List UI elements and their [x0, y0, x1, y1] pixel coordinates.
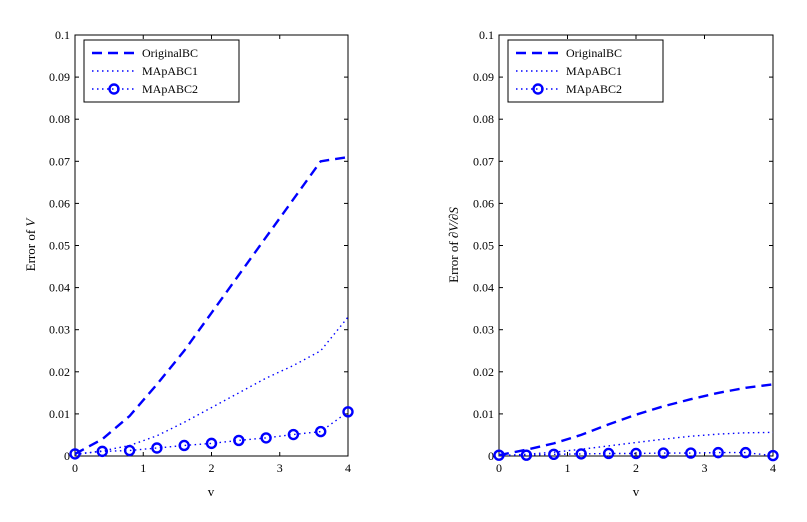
right-series-mapabc1: [498, 431, 774, 457]
left-x-ticks: 0 1 2 3 4: [72, 35, 351, 475]
right-marker-mapabc2: [548, 448, 560, 461]
left-x-tick-label: 0: [72, 461, 78, 475]
right-y-tick-label: 0.02: [473, 365, 494, 379]
right-marker-mapabc2: [602, 447, 615, 460]
right-legend-items: OriginalBC MApABC1 MApABC2: [516, 46, 622, 96]
right-plot-area: [498, 34, 774, 457]
right-y-tick-label: 0.03: [473, 323, 494, 337]
left-marker-mapabc2: [151, 442, 163, 454]
left-y-tick-label: 0.08: [49, 112, 70, 126]
right-marker-mapabc2: [767, 449, 779, 462]
left-y-tick-label: 0.01: [49, 407, 70, 421]
right-marker-mapabc2: [493, 449, 505, 461]
left-marker-mapabc2: [205, 437, 218, 450]
left-marker-mapabc2: [315, 425, 327, 438]
left-marker-mapabc2: [178, 439, 190, 452]
right-y-tick-label: 0.06: [473, 196, 494, 210]
left-y-axis-label-symbol: V: [23, 217, 38, 227]
right-legend-label-originalbc: OriginalBC: [566, 46, 622, 60]
right-x-tick-label: 3: [702, 461, 708, 475]
right-y-tick-label: 0.01: [473, 407, 494, 421]
right-marker-mapabc2: [739, 446, 752, 459]
right-x-tick-label: 2: [633, 461, 639, 475]
right-y-tick-label: 0.1: [479, 28, 494, 42]
left-marker-mapabc2: [287, 428, 300, 441]
right-legend-label-mapabc2: MApABC2: [566, 82, 622, 96]
right-y-tick-label: 0: [488, 449, 494, 463]
right-y-axis-label: Error of ∂V/∂S: [446, 207, 461, 283]
left-y-tick-label: 0.06: [49, 196, 70, 210]
left-marker-mapabc2: [233, 434, 245, 447]
right-marker-mapabc2: [712, 446, 724, 459]
right-y-tick-label: 0.09: [473, 70, 494, 84]
left-y-tick-label: 0.09: [49, 70, 70, 84]
left-legend: OriginalBC MApABC1 MApABC2: [83, 39, 240, 103]
right-marker-mapabc2: [685, 447, 697, 459]
left-x-tick-label: 2: [209, 461, 215, 475]
right-x-axis-label: v: [633, 484, 640, 499]
right-y-ticks: 0 0.01 0.02 0.03 0.04 0.05 0.06 0.07 0.08 0.09 0.1: [473, 28, 773, 463]
left-series-mapabc2: [74, 411, 349, 455]
right-y-tick-label: 0.04: [473, 281, 494, 295]
left-y-tick-label: 0.1: [55, 28, 70, 42]
left-marker-mapabc2: [342, 406, 354, 418]
left-marker-mapabc2: [69, 448, 81, 460]
left-y-tick-label: 0.04: [49, 281, 70, 295]
right-series-layer: [493, 383, 779, 462]
left-y-tick-label: 0.02: [49, 365, 70, 379]
left-y-tick-label: 0.07: [49, 154, 70, 168]
left-series-layer: [69, 155, 354, 460]
right-legend-label-mapabc1: MApABC1: [566, 64, 622, 78]
right-x-tick-label: 4: [770, 461, 776, 475]
right-y-tick-label: 0.07: [473, 154, 494, 168]
left-y-axis-label-text: Error of: [23, 227, 38, 272]
right-y-tick-label: 0.05: [473, 239, 494, 253]
left-series-originalbc: [74, 155, 349, 455]
right-marker-mapabc2: [657, 447, 670, 459]
left-y-ticks: 0 0.01 0.02 0.03 0.04 0.05 0.06 0.07 0.08 0.09 0.1: [49, 28, 348, 463]
left-legend-label-originalbc: OriginalBC: [142, 46, 198, 60]
left-plot-area: [74, 34, 349, 457]
right-y-axis-label-text: Error of: [446, 238, 461, 283]
left-x-tick-label: 4: [345, 461, 351, 475]
left-marker-mapabc2: [96, 445, 109, 458]
right-marker-mapabc2: [575, 448, 587, 460]
left-legend-items: OriginalBC MApABC1 MApABC2: [92, 46, 198, 96]
right-x-ticks: 0 1 2 3 4: [496, 35, 776, 475]
right-y-tick-label: 0.08: [473, 112, 494, 126]
left-y-tick-label: 0: [64, 449, 70, 463]
left-series-mapabc1: [74, 316, 349, 456]
left-x-axis-label: v: [208, 484, 215, 499]
right-series-mapabc2: [499, 451, 774, 457]
right-x-tick-label: 1: [565, 461, 571, 475]
right-legend: OriginalBC MApABC1 MApABC2: [507, 39, 664, 103]
left-legend-label-mapabc1: MApABC1: [142, 64, 198, 78]
right-y-axis-label-symbol: ∂V/∂S: [446, 207, 461, 238]
right-marker-mapabc2: [520, 449, 533, 461]
left-x-tick-label: 3: [277, 461, 283, 475]
left-marker-mapabc2: [260, 432, 272, 444]
left-y-axis-label: Error of V: [23, 217, 38, 272]
left-legend-marker-mapabc2: [108, 83, 120, 95]
left-marker-mapabc2: [123, 444, 136, 457]
left-x-tick-label: 1: [140, 461, 146, 475]
left-y-tick-label: 0.03: [49, 323, 70, 337]
right-x-tick-label: 0: [496, 461, 502, 475]
left-chart-panel: 0 0.01 0.02 0.03 0.04 0.05 0.06 0.07 0.08 0.09 0.1…: [23, 28, 354, 499]
left-y-tick-label: 0.05: [49, 239, 70, 253]
right-legend-marker-mapabc2: [532, 83, 544, 95]
left-legend-label-mapabc2: MApABC2: [142, 82, 198, 96]
right-chart-panel: 0 0.01 0.02 0.03 0.04 0.05 0.06 0.07 0.08 0.09 0.1…: [446, 28, 779, 499]
right-marker-mapabc2: [630, 447, 642, 460]
